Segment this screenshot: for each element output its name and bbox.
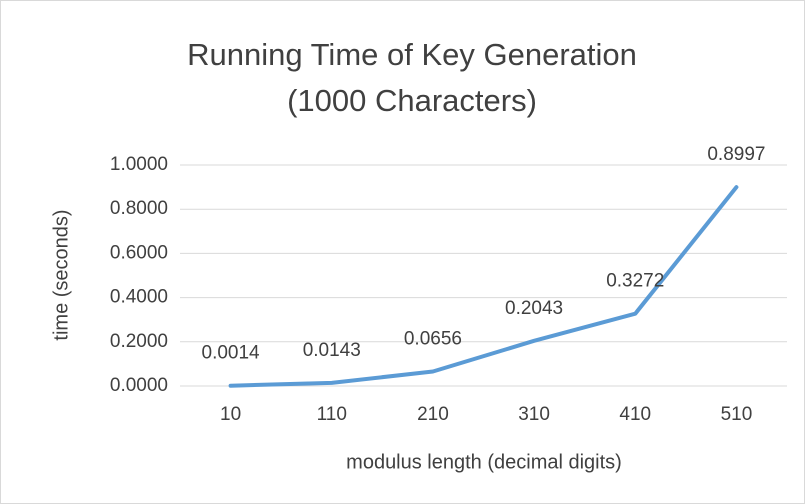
x-tick-label: 310 [518, 404, 550, 425]
data-label: 0.2043 [505, 298, 563, 319]
data-label: 0.3272 [606, 271, 664, 292]
data-label: 0.0014 [202, 343, 261, 364]
x-tick-label: 210 [417, 404, 449, 425]
y-tick-label: 0.2000 [110, 331, 168, 352]
x-tick-label: 510 [721, 404, 753, 425]
x-tick-label: 410 [619, 404, 651, 425]
chart-title: Running Time of Key Generation [187, 37, 637, 72]
y-tick-label: 1.0000 [110, 154, 168, 175]
y-tick-label: 0.8000 [110, 198, 168, 219]
x-axis-label: modulus length (decimal digits) [346, 451, 622, 473]
y-tick-label: 0.4000 [110, 287, 168, 308]
data-line [228, 185, 739, 388]
data-label: 0.0143 [303, 340, 361, 361]
x-tick-label: 110 [317, 404, 347, 425]
y-tick-label: 0.6000 [110, 242, 168, 263]
y-axis-label: time (seconds) [50, 209, 72, 340]
data-label: 0.8997 [707, 144, 765, 165]
chart-title: (1000 Characters) [287, 83, 537, 118]
x-tick-label: 10 [220, 404, 241, 425]
y-tick-label: 0.0000 [110, 375, 168, 396]
data-label: 0.0656 [404, 329, 462, 350]
